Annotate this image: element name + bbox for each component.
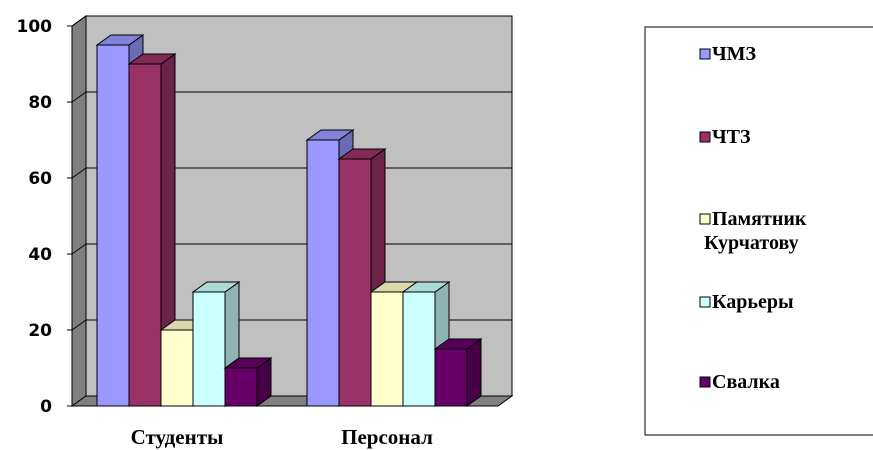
- legend-swatch: [699, 213, 711, 225]
- legend: ЧМЗ ЧТЗ Памятник Курчатову Карьеры Свалка: [644, 26, 873, 436]
- legend-item: ЧТЗ: [699, 126, 751, 148]
- legend-label: Карьеры: [712, 291, 794, 313]
- bar-top: [127, 53, 177, 65]
- legend-label: Памятник Курчатову: [704, 208, 807, 254]
- bar-front: [306, 139, 340, 407]
- bar: [223, 357, 273, 407]
- bar-top: [305, 129, 355, 141]
- bar-front: [402, 291, 436, 407]
- gridline-side: [71, 319, 87, 331]
- y-tick-label: 80: [28, 93, 52, 113]
- y-tick-label: 0: [40, 397, 52, 417]
- bar-front: [338, 158, 372, 407]
- bar-front: [434, 348, 468, 407]
- gridline-side: [71, 15, 87, 27]
- bar-front: [370, 291, 404, 407]
- legend-label: Свалка: [712, 371, 780, 393]
- category-labels: Студенты Персонал: [131, 425, 434, 449]
- legend-box: [644, 26, 873, 436]
- legend-swatch: [699, 131, 711, 143]
- bar-top: [433, 338, 483, 350]
- bar-front: [96, 44, 130, 407]
- legend-label-line: Курчатову: [704, 232, 799, 254]
- legend-item: Памятник Курчатову: [699, 208, 807, 254]
- legend-swatch: [699, 296, 711, 308]
- bar: [433, 338, 483, 407]
- y-tick-label: 60: [28, 169, 52, 189]
- bar-top: [401, 281, 451, 293]
- bar-top: [337, 148, 387, 160]
- legend-item: ЧМЗ: [699, 43, 757, 65]
- gridline-side: [71, 167, 87, 179]
- bar-front: [192, 291, 226, 407]
- bar-front: [224, 367, 258, 407]
- gridline-side: [71, 91, 87, 103]
- bar-side: [466, 338, 482, 407]
- side-wall: [71, 15, 87, 407]
- bar-top: [191, 281, 241, 293]
- bar-front: [128, 63, 162, 407]
- gridline-side: [71, 243, 87, 255]
- legend-label: ЧМЗ: [712, 43, 757, 65]
- bar-top: [95, 34, 145, 46]
- bar: [127, 53, 177, 407]
- legend-swatch: [699, 48, 711, 60]
- category-label: Персонал: [341, 425, 433, 449]
- y-tick-labels: 0 20 40 60 80 100: [17, 17, 53, 417]
- legend-item: Карьеры: [699, 291, 794, 313]
- y-tick-label: 40: [28, 245, 52, 265]
- category-label: Студенты: [131, 425, 224, 449]
- bar-top: [223, 357, 273, 369]
- y-tick-label: 100: [17, 17, 53, 37]
- bars: [95, 34, 483, 407]
- y-tick-label: 20: [28, 321, 52, 341]
- legend-swatch: [699, 376, 711, 388]
- legend-label: ЧТЗ: [712, 126, 751, 148]
- legend-label-line: Памятник: [712, 208, 807, 230]
- legend-item: Свалка: [699, 371, 780, 393]
- bar-front: [160, 329, 194, 407]
